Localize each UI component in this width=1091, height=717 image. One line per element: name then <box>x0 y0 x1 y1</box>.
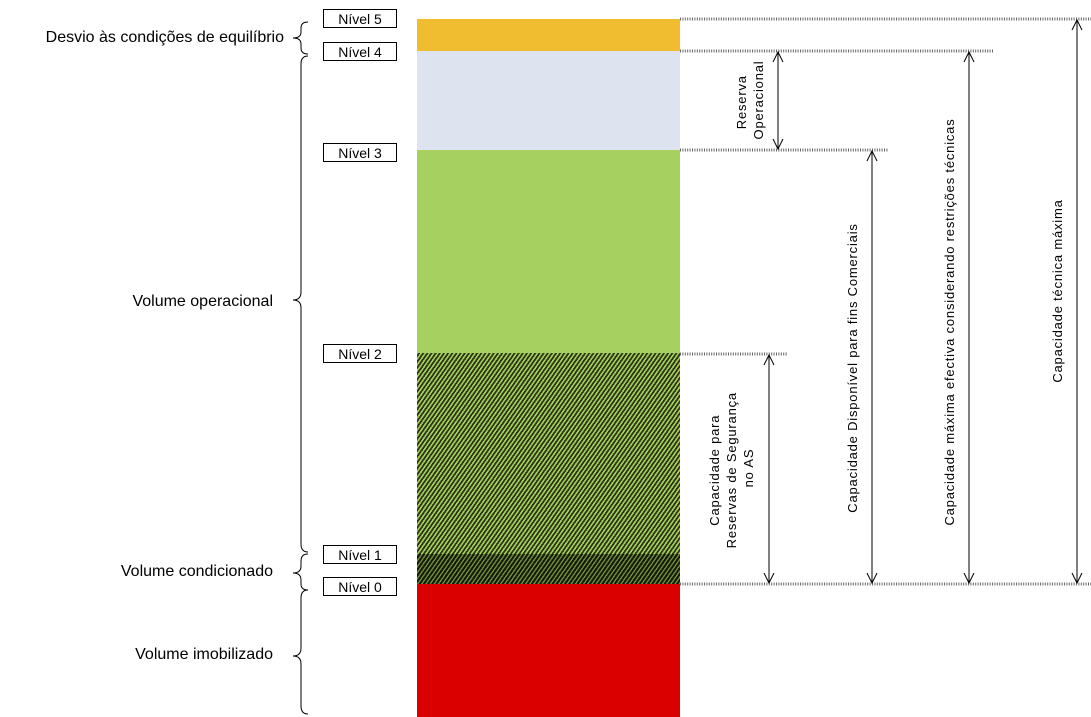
brace-operacional <box>292 55 309 553</box>
zone-label-condicionado: Volume condicionado <box>120 563 273 580</box>
band-reserva-operacional <box>417 51 680 150</box>
level-box-4: Nível 4 <box>323 42 397 61</box>
label-comercial: Capacidade Disponível para fins Comercia… <box>845 223 860 512</box>
band-comercial <box>417 150 680 353</box>
brace-condicionado <box>292 553 309 591</box>
zone-label-operacional: Volume operacional <box>132 293 273 310</box>
level-box-3: Nível 3 <box>323 143 397 162</box>
level-box-0: Nível 0 <box>323 577 397 596</box>
band-imobilizado <box>417 584 680 717</box>
band-condicionado <box>417 554 680 584</box>
label-reserva-operacional: Reserva Operacional <box>734 61 766 140</box>
level-box-1: Nível 1 <box>323 545 397 564</box>
label-seguranca: Capacidade para Reservas de Segurança no… <box>707 388 756 549</box>
level-box-5: Nível 5 <box>323 9 397 28</box>
zone-label-imobilizado: Volume imobilizado <box>135 646 273 663</box>
label-efectiva: Capacidade máxima efectiva considerando … <box>942 118 957 525</box>
band-seguranca <box>417 353 680 554</box>
brace-desvio <box>292 21 309 55</box>
zone-label-desvio: Desvio às condições de equilíbrio <box>45 29 284 46</box>
level-box-2: Nível 2 <box>323 344 397 363</box>
label-maxima: Capacidade técnica máxima <box>1050 199 1065 382</box>
brace-imobilizado <box>292 589 309 715</box>
band-desvio <box>417 19 680 51</box>
